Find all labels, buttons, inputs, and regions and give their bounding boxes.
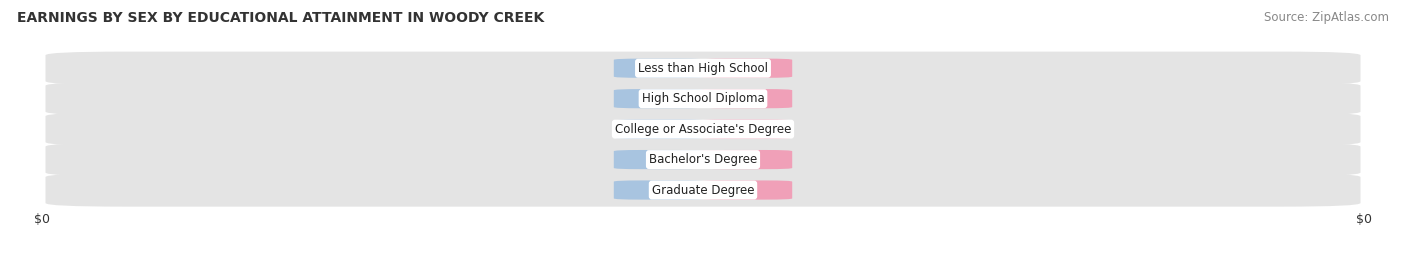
Text: $0: $0 xyxy=(652,185,668,195)
Text: College or Associate's Degree: College or Associate's Degree xyxy=(614,123,792,136)
FancyBboxPatch shape xyxy=(614,180,706,200)
FancyBboxPatch shape xyxy=(700,89,792,108)
Text: EARNINGS BY SEX BY EDUCATIONAL ATTAINMENT IN WOODY CREEK: EARNINGS BY SEX BY EDUCATIONAL ATTAINMEN… xyxy=(17,11,544,25)
FancyBboxPatch shape xyxy=(700,119,792,139)
FancyBboxPatch shape xyxy=(45,143,1361,176)
FancyBboxPatch shape xyxy=(614,89,706,108)
Text: Source: ZipAtlas.com: Source: ZipAtlas.com xyxy=(1264,11,1389,24)
FancyBboxPatch shape xyxy=(45,52,1361,85)
FancyBboxPatch shape xyxy=(614,59,706,78)
FancyBboxPatch shape xyxy=(614,119,706,139)
FancyBboxPatch shape xyxy=(614,150,706,169)
Text: Bachelor's Degree: Bachelor's Degree xyxy=(650,153,756,166)
Text: $0: $0 xyxy=(652,155,668,165)
Text: $0: $0 xyxy=(652,124,668,134)
FancyBboxPatch shape xyxy=(700,59,792,78)
Text: $0: $0 xyxy=(738,185,754,195)
Text: $0: $0 xyxy=(738,155,754,165)
Text: $0: $0 xyxy=(652,63,668,73)
FancyBboxPatch shape xyxy=(45,174,1361,207)
Text: $0: $0 xyxy=(738,63,754,73)
Text: $0: $0 xyxy=(652,94,668,104)
FancyBboxPatch shape xyxy=(700,180,792,200)
Text: Graduate Degree: Graduate Degree xyxy=(652,183,754,197)
Text: Less than High School: Less than High School xyxy=(638,62,768,75)
Text: High School Diploma: High School Diploma xyxy=(641,92,765,105)
FancyBboxPatch shape xyxy=(45,82,1361,115)
FancyBboxPatch shape xyxy=(700,150,792,169)
FancyBboxPatch shape xyxy=(45,112,1361,146)
Text: $0: $0 xyxy=(738,94,754,104)
Text: $0: $0 xyxy=(738,124,754,134)
Legend: Male, Female: Male, Female xyxy=(641,264,765,269)
